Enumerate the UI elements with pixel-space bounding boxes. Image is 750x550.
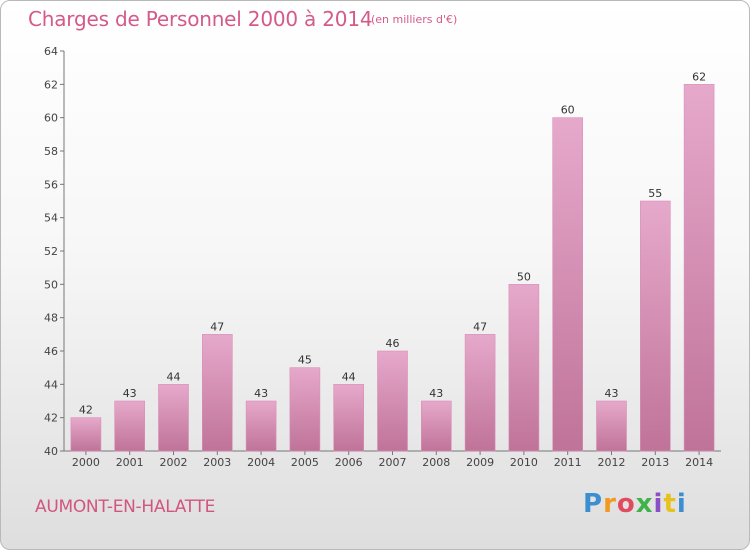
data-label-2013: 55 (648, 187, 662, 200)
data-label-2010: 50 (517, 270, 531, 283)
bar-2011[interactable] (552, 117, 584, 452)
logo-letter: i (653, 489, 664, 519)
x-tick-label-2000: 2000 (72, 456, 100, 469)
x-tick-label-2007: 2007 (379, 456, 407, 469)
y-tick-label: 56 (44, 178, 58, 191)
chart-data-labels: 42 43 44 47 43 45 44 46 43 47 50 60 43 55 62 (79, 70, 706, 416)
logo-letter: r (603, 489, 617, 519)
x-tick-label-2006: 2006 (335, 456, 363, 469)
chart-subtitle: (en milliers d'€) (371, 13, 458, 26)
logo-letter: o (616, 489, 636, 519)
logo-letter: x (635, 489, 654, 519)
logo-letter: P (583, 489, 604, 519)
commune-name: AUMONT-EN-HALATTE (35, 497, 216, 517)
x-tick-label-2001: 2001 (116, 456, 144, 469)
data-label-2004: 43 (254, 387, 268, 400)
data-label-2003: 47 (210, 320, 224, 333)
bar-2012[interactable] (596, 400, 627, 452)
data-label-2012: 43 (605, 387, 619, 400)
proxiti-logo[interactable]: Proxiti (583, 489, 687, 519)
data-label-2009: 47 (473, 320, 487, 333)
x-tick-label-2013: 2013 (641, 456, 669, 469)
x-tick-label-2008: 2008 (422, 456, 450, 469)
bar-2010[interactable] (508, 284, 540, 452)
y-tick-label: 44 (44, 378, 58, 391)
x-tick-label-2005: 2005 (291, 456, 319, 469)
data-label-2001: 43 (123, 387, 137, 400)
bar-2000[interactable] (70, 417, 102, 452)
y-tick-label: 52 (44, 245, 58, 258)
data-label-2000: 42 (79, 404, 93, 417)
y-tick-label: 54 (44, 212, 58, 225)
data-label-2014: 62 (692, 70, 706, 83)
bar-2006[interactable] (333, 384, 365, 452)
y-tick-label: 48 (44, 312, 58, 325)
bar-2005[interactable] (289, 367, 321, 452)
chart-title: Charges de Personnel 2000 à 2014 (28, 7, 373, 31)
x-tick-label-2009: 2009 (466, 456, 494, 469)
logo-letter: t (663, 489, 677, 519)
y-tick-label: 60 (44, 112, 58, 125)
bar-2007[interactable] (377, 350, 408, 452)
chart-axes: 40 42 44 46 48 50 52 54 56 58 60 62 64 2000 2001 2002 20… (44, 45, 721, 469)
chart-bars (70, 84, 715, 452)
x-tick-label-2014: 2014 (685, 456, 713, 469)
bar-2004[interactable] (245, 400, 277, 452)
bar-2001[interactable] (114, 400, 145, 452)
x-tick-label-2011: 2011 (554, 456, 582, 469)
y-tick-label: 64 (44, 45, 58, 58)
data-label-2011: 60 (561, 104, 575, 117)
x-tick-label-2012: 2012 (598, 456, 626, 469)
data-label-2005: 45 (298, 354, 312, 367)
bar-2014[interactable] (683, 84, 715, 452)
data-label-2008: 43 (429, 387, 443, 400)
x-tick-label-2003: 2003 (203, 456, 231, 469)
y-tick-label: 42 (44, 412, 58, 425)
y-tick-label: 40 (44, 445, 58, 458)
bar-2003[interactable] (202, 334, 233, 452)
data-label-2006: 44 (342, 370, 356, 383)
x-tick-label-2002: 2002 (160, 456, 188, 469)
data-label-2002: 44 (167, 370, 181, 383)
x-tick-label-2004: 2004 (247, 456, 275, 469)
y-tick-label: 58 (44, 145, 58, 158)
y-tick-label: 50 (44, 278, 58, 291)
bar-2008[interactable] (420, 400, 452, 452)
x-tick-label-2010: 2010 (510, 456, 538, 469)
bar-2009[interactable] (464, 334, 496, 452)
y-tick-label: 46 (44, 345, 58, 358)
y-tick-label: 62 (44, 78, 58, 91)
bar-2002[interactable] (158, 384, 189, 452)
data-label-2007: 46 (386, 337, 400, 350)
logo-letter: i (676, 489, 687, 519)
bar-2013[interactable] (639, 200, 671, 452)
